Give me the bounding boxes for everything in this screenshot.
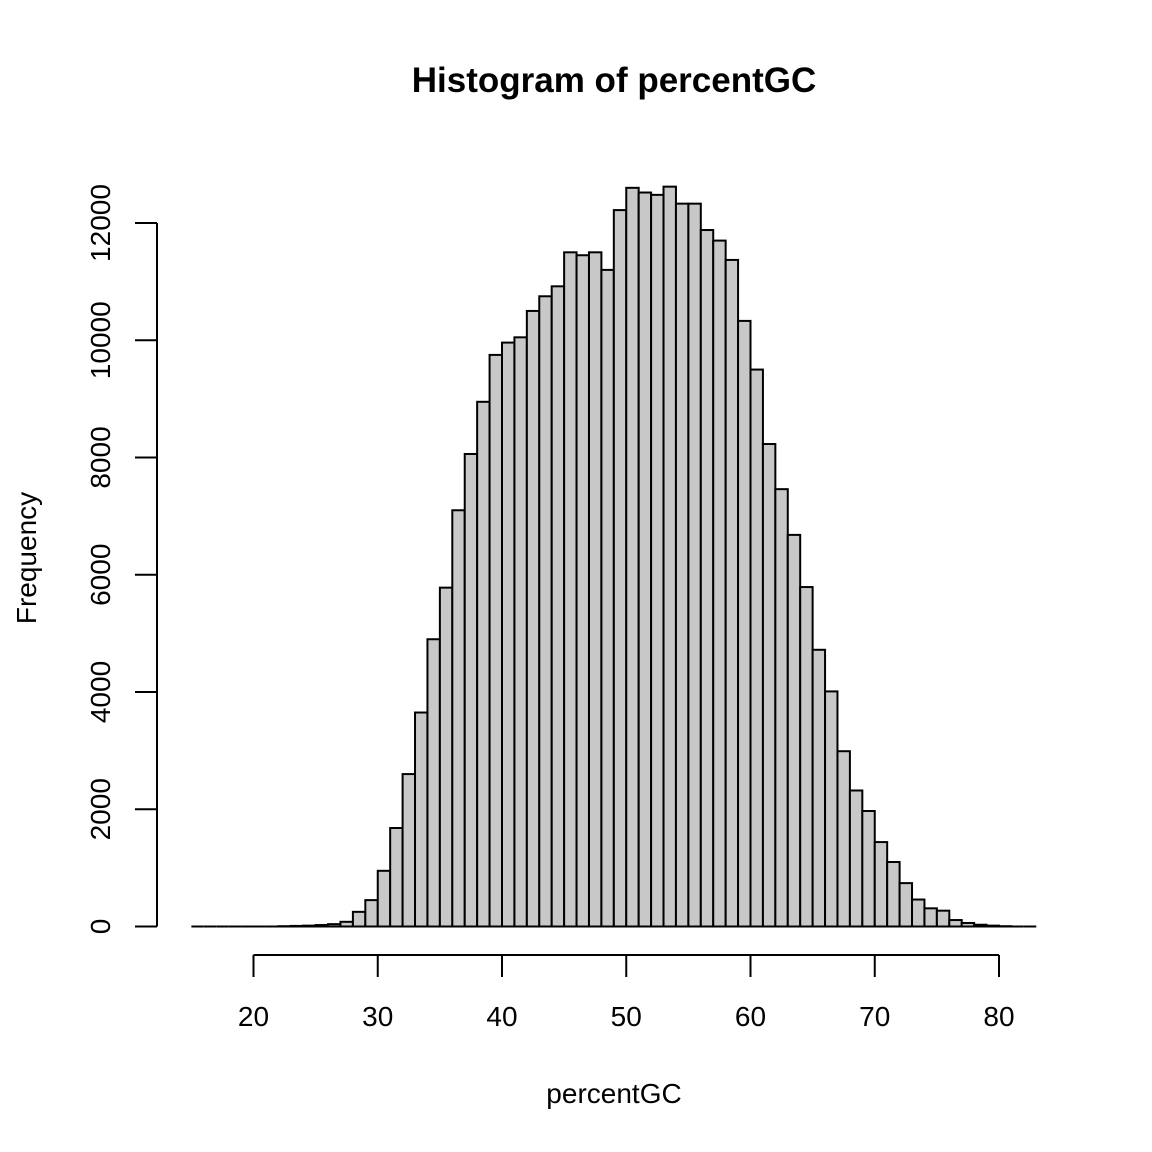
histogram-bar xyxy=(550,285,566,928)
histogram-bar xyxy=(587,251,603,928)
histogram-bar xyxy=(476,400,491,928)
x-tick-label: 20 xyxy=(238,1001,269,1032)
y-tick-label: 2000 xyxy=(85,778,116,840)
histogram-bar xyxy=(327,923,342,928)
histogram-bar xyxy=(886,861,901,928)
x-tick-label: 80 xyxy=(983,1001,1014,1032)
histogram-bar xyxy=(438,586,454,928)
histogram-bar xyxy=(302,924,317,928)
histogram-bar xyxy=(948,919,963,928)
histogram-bar xyxy=(898,882,914,928)
histogram-bar xyxy=(600,268,615,928)
histogram-bar xyxy=(575,254,590,928)
histogram-bar xyxy=(351,910,367,928)
histogram-bar xyxy=(612,209,628,928)
histogram-bar xyxy=(724,258,740,928)
histogram-bar xyxy=(674,202,690,928)
histogram-bar xyxy=(774,488,789,928)
y-axis-label: Frequency xyxy=(11,492,42,624)
chart-title: Histogram of percentGC xyxy=(412,61,817,100)
histogram-bar xyxy=(749,368,764,928)
x-tick-label: 50 xyxy=(611,1001,642,1032)
histogram-bar xyxy=(662,185,677,928)
histogram-bar xyxy=(650,193,665,928)
histogram-bar xyxy=(960,921,976,928)
x-tick-label: 60 xyxy=(735,1001,766,1032)
histogram-bar xyxy=(414,711,429,928)
histogram-bar xyxy=(314,924,330,928)
histogram-bar xyxy=(699,229,715,928)
histogram-bar xyxy=(761,443,777,928)
histogram-bar xyxy=(712,239,727,928)
x-axis-label: percentGC xyxy=(546,1078,681,1109)
y-tick-label: 0 xyxy=(85,919,116,935)
histogram-bar xyxy=(451,509,466,928)
histogram-bar xyxy=(488,353,504,928)
histogram-bar xyxy=(824,690,839,928)
bars-group xyxy=(191,185,1037,928)
histogram-bar xyxy=(799,586,814,928)
histogram-bar xyxy=(848,789,864,928)
y-tick-label: 12000 xyxy=(85,184,116,262)
histogram-bar xyxy=(935,909,951,928)
histogram-bar xyxy=(836,750,851,928)
histogram-bar xyxy=(911,898,926,928)
x-axis: 20 30 40 50 60 70 80 xyxy=(238,954,1015,1032)
histogram-bar xyxy=(463,452,479,928)
histogram-bar xyxy=(985,924,1001,928)
histogram-bar xyxy=(873,841,889,928)
x-tick-label: 70 xyxy=(859,1001,890,1032)
x-tick-label: 40 xyxy=(486,1001,517,1032)
histogram-bar xyxy=(289,924,305,928)
histogram-bar xyxy=(811,648,827,928)
x-tick-label: 30 xyxy=(362,1001,393,1032)
histogram-bar xyxy=(687,202,702,928)
histogram-bar xyxy=(786,533,802,928)
histogram-bar xyxy=(389,827,404,928)
histogram-bar xyxy=(625,186,640,928)
histogram-bar xyxy=(637,191,653,928)
y-tick-label: 8000 xyxy=(85,426,116,488)
y-axis: 0 2000 4000 6000 8000 10000 12000 xyxy=(85,184,158,935)
histogram-bar xyxy=(861,810,876,928)
histogram-bar xyxy=(376,869,392,928)
y-tick-label: 4000 xyxy=(85,661,116,723)
histogram-bar xyxy=(426,638,441,928)
histogram-bar xyxy=(339,920,354,928)
histogram-bar xyxy=(737,319,752,928)
histogram-bar xyxy=(501,341,516,928)
y-tick-label: 10000 xyxy=(85,301,116,379)
histogram-bar xyxy=(563,251,578,928)
histogram-bar xyxy=(538,295,553,928)
histogram-bar xyxy=(973,923,988,928)
y-tick-label: 6000 xyxy=(85,544,116,606)
histogram-bar xyxy=(401,773,417,928)
histogram-bar xyxy=(525,309,541,928)
histogram-bar xyxy=(364,899,379,928)
histogram-bar xyxy=(513,336,528,928)
histogram-bar xyxy=(923,907,938,928)
